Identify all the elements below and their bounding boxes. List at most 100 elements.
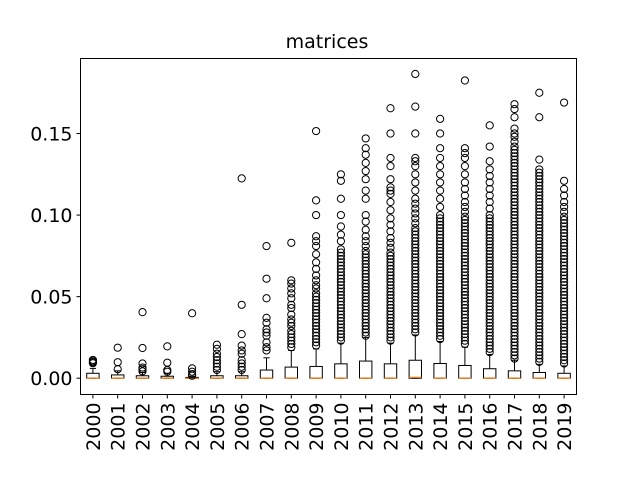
flier-point <box>485 204 494 213</box>
flier-point <box>535 204 544 213</box>
box-group-2012 <box>383 104 398 379</box>
flier-point <box>510 321 519 331</box>
flier-point <box>560 232 569 241</box>
flier-point <box>560 297 569 306</box>
x-tick-label: 2007 <box>257 403 279 451</box>
flier-point <box>361 150 370 159</box>
flier-point <box>485 253 494 262</box>
flier-point <box>361 292 370 301</box>
flier-point <box>336 303 345 313</box>
flier-point <box>436 269 445 278</box>
flier-point <box>386 255 395 264</box>
flier-point <box>560 303 569 313</box>
flier-point <box>386 261 395 270</box>
flier-point <box>436 321 445 331</box>
flier-point <box>386 183 395 192</box>
flier-point <box>386 268 395 277</box>
flier-point <box>560 352 569 362</box>
flier-point <box>411 266 420 275</box>
flier-point <box>535 253 544 262</box>
flier-point <box>386 233 395 243</box>
flier-point <box>411 224 420 233</box>
flier-point <box>485 184 494 194</box>
flier-point <box>336 277 345 287</box>
flier-point <box>560 202 569 212</box>
flier-point <box>535 191 544 200</box>
flier-point <box>485 259 494 269</box>
flier-point <box>560 333 569 342</box>
flier-point <box>560 248 569 257</box>
flier-point <box>535 210 544 220</box>
flier-point <box>510 266 519 275</box>
flier-point <box>287 310 296 319</box>
flier-point <box>386 300 395 309</box>
flier-point <box>535 351 544 360</box>
flier-point <box>361 250 370 259</box>
flier-point <box>336 284 345 293</box>
box-group-2015 <box>458 76 472 379</box>
box-group-2013 <box>408 69 423 379</box>
flier-point <box>361 134 370 143</box>
flier-point <box>535 331 544 340</box>
flier-point <box>560 339 569 349</box>
flier-point <box>262 294 271 303</box>
flier-point <box>188 364 197 373</box>
flier-point <box>436 253 445 262</box>
flier-point <box>535 289 544 298</box>
flier-point <box>485 295 494 304</box>
flier-point <box>436 325 445 334</box>
flier-point <box>411 227 420 236</box>
flier-point <box>336 176 345 185</box>
y-tick-label: 0.10 <box>30 205 72 227</box>
flier-point <box>535 259 544 269</box>
x-tick-label: 2012 <box>381 403 403 451</box>
flier-point <box>460 178 469 187</box>
flier-point <box>560 320 569 329</box>
flier-point <box>460 333 469 342</box>
flier-point <box>560 359 569 368</box>
flier-point <box>510 104 519 114</box>
flier-point <box>535 233 544 243</box>
flier-point <box>386 281 395 290</box>
box-group-2016 <box>483 121 497 379</box>
box-group-2017 <box>507 100 522 379</box>
flier-point <box>510 279 519 288</box>
flier-point <box>560 251 569 260</box>
flier-point <box>361 269 370 278</box>
flier-point <box>510 129 519 138</box>
flier-point <box>510 246 519 256</box>
flier-point <box>436 259 445 269</box>
flier-point <box>535 243 544 252</box>
flier-point <box>411 250 420 259</box>
flier-point <box>411 321 420 331</box>
flier-point <box>436 202 445 212</box>
flier-point <box>436 114 445 123</box>
flier-point <box>262 328 271 337</box>
flier-point <box>411 253 420 262</box>
box-group-2009 <box>309 126 323 379</box>
flier-point <box>436 178 445 187</box>
flier-point <box>560 277 569 287</box>
flier-point <box>386 284 395 293</box>
flier-point <box>386 297 395 306</box>
flier-point <box>361 289 370 298</box>
flier-point <box>287 326 296 335</box>
flier-point <box>287 343 296 352</box>
flier-point <box>510 289 519 298</box>
flier-point <box>113 358 122 367</box>
flier-point <box>411 178 420 187</box>
flier-point <box>237 349 246 358</box>
flier-point <box>535 299 544 308</box>
flier-point <box>460 274 469 283</box>
flier-point <box>510 338 519 347</box>
flier-point <box>411 302 420 311</box>
flier-point <box>411 276 420 285</box>
flier-point <box>138 367 147 376</box>
flier-point <box>336 194 345 203</box>
flier-point <box>312 126 321 136</box>
flier-point <box>312 302 321 311</box>
flier-point <box>312 264 321 274</box>
flier-point <box>460 238 469 247</box>
flier-point <box>212 356 221 365</box>
